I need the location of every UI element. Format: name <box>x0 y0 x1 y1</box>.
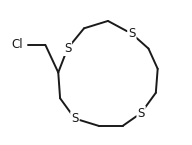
Text: Cl: Cl <box>12 38 23 51</box>
Text: S: S <box>71 112 79 125</box>
Text: S: S <box>64 42 71 55</box>
Text: S: S <box>137 107 145 119</box>
Text: S: S <box>128 27 136 40</box>
